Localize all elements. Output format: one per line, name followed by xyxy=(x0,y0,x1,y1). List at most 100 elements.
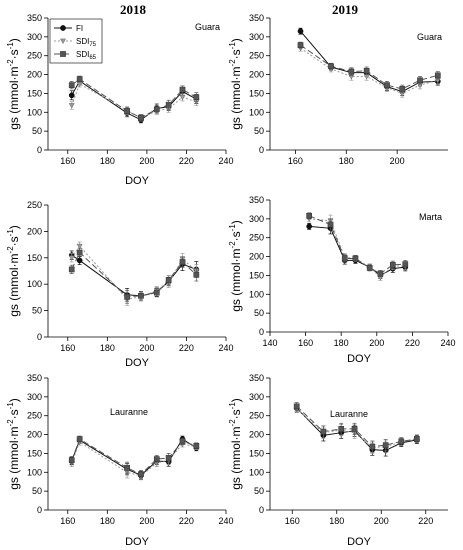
data-point xyxy=(402,261,409,267)
cultivar-label: Guara xyxy=(417,32,442,42)
y-tick-label: 250 xyxy=(249,411,264,421)
x-tick-label: 200 xyxy=(374,516,389,526)
series-sdi65 xyxy=(306,212,409,277)
data-point xyxy=(306,223,313,230)
data-point xyxy=(138,292,144,299)
data-point xyxy=(399,86,406,92)
series-line xyxy=(300,44,438,90)
data-point xyxy=(68,92,75,99)
series-sdi65 xyxy=(297,41,441,94)
y-tick-label: 0 xyxy=(259,505,264,515)
legend-entry-sdi65: SDI65 xyxy=(54,50,97,61)
x-tick-label: 200 xyxy=(369,338,384,348)
y-tick-label: 100 xyxy=(27,279,42,289)
y-tick-label: 100 xyxy=(249,107,264,117)
y-tick-label: 150 xyxy=(27,88,42,98)
y-tick-label: 200 xyxy=(249,430,264,440)
data-point xyxy=(297,42,304,49)
series-sdi65 xyxy=(68,75,200,121)
x-tick-label: 160 xyxy=(285,516,300,526)
data-point xyxy=(338,426,345,432)
data-point xyxy=(293,403,300,410)
series-line xyxy=(71,78,197,119)
data-point xyxy=(384,82,390,88)
series-sdi65 xyxy=(68,435,200,479)
data-point xyxy=(179,86,186,93)
x-tick-label: 160 xyxy=(60,516,75,526)
y-tick-label: 100 xyxy=(249,289,264,299)
y-tick-label: 350 xyxy=(249,13,264,23)
data-point xyxy=(165,277,172,283)
data-point xyxy=(348,68,355,75)
series-line xyxy=(300,30,438,93)
legend-entry-sdi75: SDI75 xyxy=(54,37,97,48)
data-point xyxy=(193,443,200,449)
y-tick-label: 350 xyxy=(27,373,42,383)
data-point xyxy=(320,428,327,435)
series-line xyxy=(71,251,197,298)
y-tick-label: 0 xyxy=(259,327,264,337)
data-point xyxy=(138,114,144,121)
legend-label: FI xyxy=(76,24,83,33)
series-fi xyxy=(68,435,200,480)
y-tick-label: 300 xyxy=(249,392,264,402)
series-sdi65 xyxy=(68,247,200,304)
y-tick-label: 100 xyxy=(27,107,42,117)
x-tick-label: 200 xyxy=(390,156,405,166)
data-point xyxy=(341,255,348,262)
series-line xyxy=(71,83,197,119)
legend-marker xyxy=(60,51,66,57)
y-tick-label: 50 xyxy=(254,126,264,136)
y-axis-title: gs (mmol·m-2·s-1) xyxy=(6,225,21,317)
data-point xyxy=(328,63,334,70)
x-tick-label: 180 xyxy=(329,516,344,526)
x-tick-label: 180 xyxy=(100,516,115,526)
x-tick-label: 180 xyxy=(100,343,115,353)
data-point xyxy=(414,436,420,442)
x-axis-title: DOY xyxy=(125,536,150,548)
data-point xyxy=(389,262,396,268)
y-tick-label: 150 xyxy=(249,448,264,458)
data-point xyxy=(68,266,75,273)
y-axis-title: gs (mmol·m-2·s-1) xyxy=(6,398,21,490)
x-tick-label: 200 xyxy=(139,516,154,526)
y-axis-title: gs (mmol·m-2·s-1) xyxy=(228,398,243,490)
data-point xyxy=(297,28,304,35)
legend-marker xyxy=(59,38,67,45)
y-tick-label: 50 xyxy=(254,486,264,496)
x-tick-label: 160 xyxy=(288,156,303,166)
y-tick-label: 350 xyxy=(249,195,264,205)
series-sdi75 xyxy=(68,241,200,306)
x-tick-label: 180 xyxy=(334,338,349,348)
series-line xyxy=(309,218,406,278)
y-axis-title: gs (mmol·m-2·s-1) xyxy=(228,38,243,130)
data-point xyxy=(124,464,130,471)
data-point xyxy=(153,456,160,462)
data-point xyxy=(351,426,358,432)
y-tick-label: 50 xyxy=(32,306,42,316)
y-tick-label: 0 xyxy=(259,145,264,155)
y-tick-label: 300 xyxy=(27,392,42,402)
data-point xyxy=(366,265,373,271)
x-tick-label: 200 xyxy=(139,156,154,166)
chart-panel-6: 0 50 100 150 200 250 300 350 160 180 200 220 gs (mmo… xyxy=(228,373,448,548)
data-point xyxy=(76,76,83,82)
data-point xyxy=(124,108,130,115)
legend: FI SDI75 SDI65 xyxy=(49,18,103,64)
series-line xyxy=(71,438,197,476)
y-tick-label: 150 xyxy=(249,88,264,98)
data-point xyxy=(68,103,75,109)
series-sdi65 xyxy=(293,402,420,453)
data-point xyxy=(434,72,441,79)
data-point xyxy=(153,106,160,113)
y-tick-label: 300 xyxy=(27,32,42,42)
x-tick-label: 220 xyxy=(179,156,194,166)
data-point xyxy=(68,82,75,88)
series-line xyxy=(71,245,197,300)
data-point xyxy=(179,94,186,101)
y-tick-label: 50 xyxy=(32,126,42,136)
data-point xyxy=(76,257,83,264)
y-tick-label: 50 xyxy=(32,486,42,496)
x-tick-label: 220 xyxy=(405,338,420,348)
